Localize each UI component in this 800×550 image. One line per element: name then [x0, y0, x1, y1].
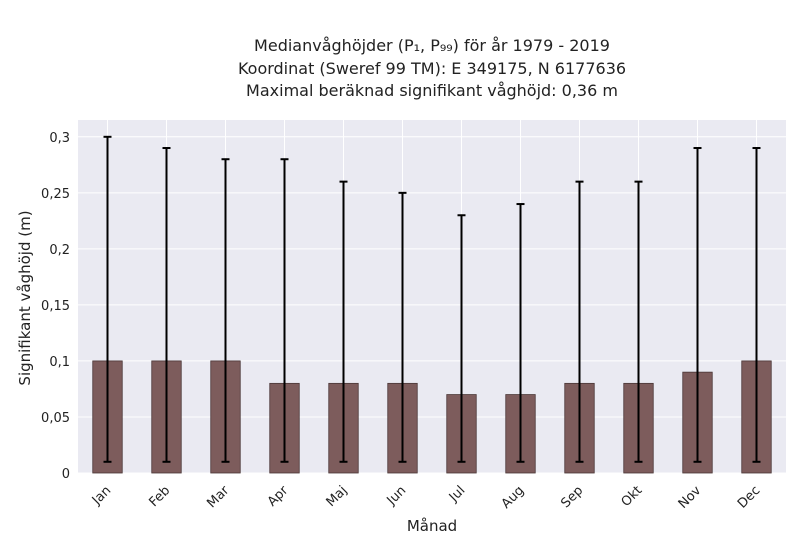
error-bar-dec: [752, 147, 761, 463]
chart-title-line-3: Maximal beräknad signifikant våghöjd: 0,…: [246, 81, 618, 100]
error-bars: [103, 135, 761, 463]
y-tick-label: 0,25: [41, 187, 70, 202]
x-tick-label-dec: Dec: [735, 483, 763, 511]
x-tick-label-jan: Jan: [89, 483, 114, 508]
chart-title-line-2: Koordinat (Sweref 99 TM): E 349175, N 61…: [238, 59, 626, 78]
x-tick-label-nov: Nov: [676, 483, 705, 512]
x-tick-label-jul: Jul: [446, 483, 468, 505]
y-tick-label: 0,05: [41, 411, 70, 426]
error-bar-aug: [516, 203, 525, 463]
x-tick-label-mar: Mar: [204, 483, 232, 511]
x-axis-ticks: Jan Feb Mar Apr Maj Jun Jul Aug Sep Okt Nov Dec: [89, 483, 763, 512]
error-bar-sep: [575, 180, 584, 463]
x-tick-label-feb: Feb: [146, 483, 173, 510]
y-axis-label: Signifikant våghöjd (m): [16, 210, 34, 385]
x-tick-label-sep: Sep: [558, 483, 586, 511]
error-bar-nov: [693, 147, 702, 463]
chart-title: Medianvåghöjder (P₁, P₉₉) för år 1979 - …: [238, 36, 626, 100]
error-bar-mar: [221, 158, 230, 463]
error-bar-jun: [398, 191, 407, 463]
error-bar-okt: [634, 180, 643, 463]
error-bar-jan: [103, 135, 112, 463]
x-tick-label-jun: Jun: [384, 483, 410, 509]
x-tick-label-apr: Apr: [265, 483, 292, 510]
y-tick-label: 0,15: [41, 299, 70, 314]
x-tick-label-okt: Okt: [619, 483, 646, 510]
y-tick-label: 0,3: [49, 131, 70, 146]
chart-title-line-1: Medianvåghöjder (P₁, P₉₉) för år 1979 - …: [254, 36, 610, 55]
error-bar-maj: [339, 180, 348, 463]
error-bar-apr: [280, 158, 289, 463]
y-axis-ticks: 0 0,05 0,1 0,15 0,2 0,25 0,3: [41, 131, 70, 482]
y-tick-label: 0,1: [49, 355, 70, 370]
x-tick-label-maj: Maj: [324, 483, 351, 510]
y-tick-label: 0,2: [49, 243, 70, 258]
x-axis-label: Månad: [407, 517, 457, 535]
error-bar-jul: [457, 214, 466, 463]
plot-area: [78, 120, 786, 473]
y-tick-label: 0: [62, 467, 70, 482]
error-bar-feb: [162, 147, 171, 463]
x-tick-label-aug: Aug: [499, 483, 528, 512]
